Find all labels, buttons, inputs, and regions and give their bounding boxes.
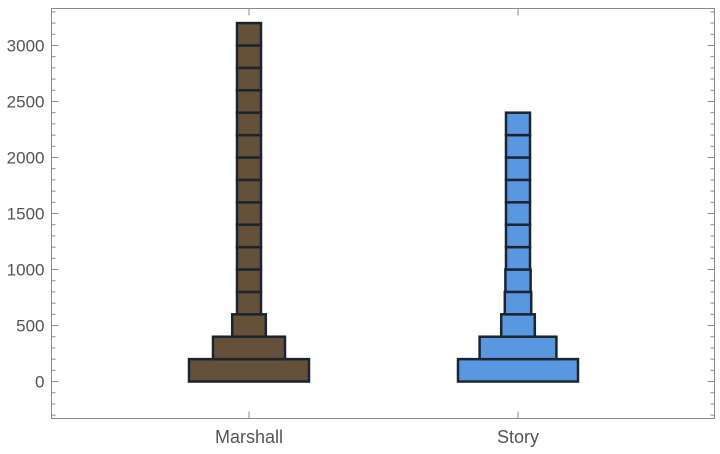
y-tick-label: 2500 (7, 92, 45, 111)
histogram-bin (504, 178, 532, 204)
histogram-bin (211, 335, 287, 361)
y-tick-label: 1500 (7, 205, 45, 224)
histogram-bin (235, 89, 263, 114)
y-tick-label: 500 (16, 317, 44, 336)
histogram-bin (504, 156, 532, 182)
x-axis (248, 8, 519, 419)
histogram-bin (235, 268, 263, 294)
histogram-bin (504, 111, 532, 137)
label-layer: 0 500 1000 1500 2000 2500 3000 Marshall Story (7, 36, 539, 447)
series-layer (187, 21, 580, 383)
x-category-label: Story (497, 427, 539, 447)
histogram-bin (230, 313, 268, 338)
histogram-bin (235, 21, 263, 47)
histogram-bin (235, 178, 263, 204)
histogram-bin (499, 313, 537, 338)
y-tick-label: 2000 (7, 148, 45, 167)
x-category-label: Marshall (215, 427, 283, 447)
histogram-bin (456, 357, 580, 383)
histogram-bin (235, 201, 263, 226)
histogram-bin (235, 290, 263, 316)
histogram-bin (187, 357, 311, 383)
y-axis (51, 11, 715, 416)
plot-frame (51, 8, 715, 419)
histogram-bin (235, 245, 263, 271)
y-tick-label: 0 (35, 373, 44, 392)
series-story (456, 111, 580, 383)
y-tick-label: 3000 (7, 36, 45, 55)
histogram-bin (235, 111, 263, 137)
histogram-bin (235, 44, 263, 70)
histogram-bin (504, 223, 532, 249)
histogram-bin (504, 245, 532, 271)
histogram-bin (235, 66, 263, 92)
histogram-bin (235, 223, 263, 249)
histogram-bin (504, 201, 532, 226)
histogram-bin (504, 268, 532, 294)
histogram-bin (478, 335, 558, 361)
histogram-bin (235, 133, 263, 159)
histogram-bin (504, 133, 532, 159)
histogram-bin (235, 156, 263, 182)
series-marshall (187, 21, 311, 383)
y-tick-label: 1000 (7, 261, 45, 280)
histogram-bin (503, 290, 533, 316)
